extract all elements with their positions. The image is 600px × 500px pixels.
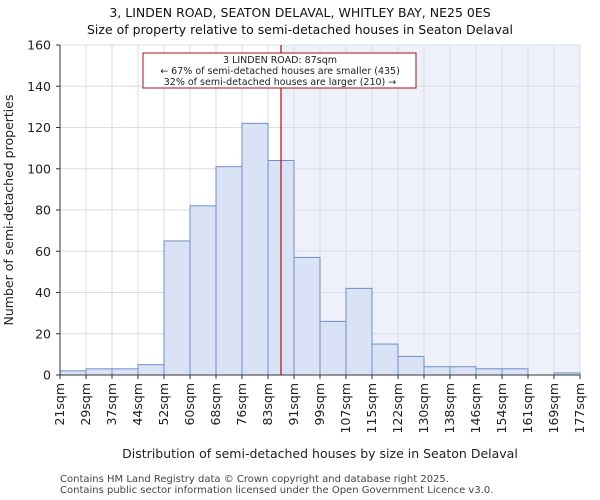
annotation-box: 3 LINDEN ROAD: 87sqm ← 67% of semi-detac… bbox=[142, 52, 417, 89]
bar-11 bbox=[345, 287, 373, 376]
y-tick-label-5: 100 bbox=[27, 161, 51, 176]
annotation-line-2: ← 67% of semi-detached houses are smalle… bbox=[160, 66, 400, 77]
x-tick-label-9: 91sqm bbox=[286, 383, 301, 426]
y-tick-label-1: 20 bbox=[35, 326, 51, 341]
bar-5 bbox=[189, 205, 217, 376]
x-tick-label-18: 161sqm bbox=[520, 383, 535, 433]
y-tick-labels: 0 20 40 60 80 100 120 140 160 bbox=[27, 38, 60, 383]
x-tick-label-12: 115sqm bbox=[364, 383, 379, 433]
x-tick-label-19: 169sqm bbox=[546, 383, 561, 433]
bar-3 bbox=[137, 364, 165, 376]
x-tick-label-8: 83sqm bbox=[260, 383, 275, 426]
annotation-line-3: 32% of semi-detached houses are larger (… bbox=[164, 77, 397, 88]
bar-1 bbox=[85, 368, 113, 376]
bar-0 bbox=[59, 370, 87, 376]
x-tick-label-5: 60sqm bbox=[182, 383, 197, 426]
x-tick-labels: 21sqm 29sqm 37sqm 44sqm 52sqm 60sqm 68sqm 76sqm… bbox=[52, 375, 587, 433]
bar-12 bbox=[371, 343, 399, 376]
bar-7 bbox=[241, 122, 269, 376]
y-axis-label: Number of semi-detached properties bbox=[1, 95, 16, 326]
title-line-2: Size of property relative to semi-detach… bbox=[87, 22, 513, 37]
x-tick-label-15: 138sqm bbox=[442, 383, 457, 433]
bar-14 bbox=[423, 366, 451, 376]
y-tick-label-3: 60 bbox=[35, 244, 51, 259]
bar-17 bbox=[501, 368, 529, 376]
x-tick-label-0: 21sqm bbox=[52, 383, 67, 426]
x-tick-label-7: 76sqm bbox=[234, 383, 249, 426]
bar-4 bbox=[163, 240, 191, 376]
y-tick-label-4: 80 bbox=[35, 203, 51, 218]
x-tick-label-17: 154sqm bbox=[494, 383, 509, 433]
footer-line-1: Contains HM Land Registry data © Crown c… bbox=[60, 474, 449, 485]
bar-10 bbox=[319, 320, 347, 376]
x-tick-label-11: 107sqm bbox=[338, 383, 353, 433]
x-tick-label-6: 68sqm bbox=[208, 383, 223, 426]
x-tick-label-3: 44sqm bbox=[130, 383, 145, 426]
x-tick-label-4: 52sqm bbox=[156, 383, 171, 426]
y-tick-label-8: 160 bbox=[27, 38, 51, 53]
x-tick-label-1: 29sqm bbox=[78, 383, 93, 426]
y-tick-label-2: 40 bbox=[35, 285, 51, 300]
x-tick-label-20: 177sqm bbox=[572, 383, 587, 433]
y-tick-label-7: 140 bbox=[27, 79, 51, 94]
x-tick-label-13: 122sqm bbox=[390, 383, 405, 433]
annotation-line-1: 3 LINDEN ROAD: 87sqm bbox=[223, 55, 337, 66]
bar-2 bbox=[111, 368, 139, 376]
y-tick-label-0: 0 bbox=[43, 368, 51, 383]
x-axis-label: Distribution of semi-detached houses by … bbox=[122, 446, 518, 461]
x-tick-label-10: 99sqm bbox=[312, 383, 327, 426]
bar-13 bbox=[397, 355, 425, 376]
title-line-1: 3, LINDEN ROAD, SEATON DELAVAL, WHITLEY … bbox=[109, 5, 491, 20]
bar-16 bbox=[475, 368, 503, 376]
chart-title: 3, LINDEN ROAD, SEATON DELAVAL, WHITLEY … bbox=[0, 4, 600, 38]
y-tick-label-6: 120 bbox=[27, 120, 51, 135]
footer-line-2: Contains public sector information licen… bbox=[60, 485, 494, 496]
attribution-footer: Contains HM Land Registry data © Crown c… bbox=[60, 474, 493, 496]
annotation-border bbox=[142, 52, 417, 89]
bar-15 bbox=[449, 366, 477, 376]
x-tick-label-2: 37sqm bbox=[104, 383, 119, 426]
bar-9 bbox=[293, 256, 321, 376]
x-tick-label-14: 130sqm bbox=[416, 383, 431, 433]
x-tick-label-16: 146sqm bbox=[468, 383, 483, 433]
bar-6 bbox=[215, 166, 243, 376]
